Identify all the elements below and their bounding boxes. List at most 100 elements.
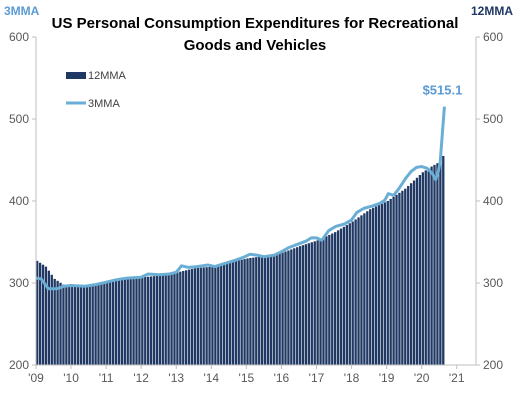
left-tick-label: 200 bbox=[9, 358, 29, 372]
series-12mma-bars bbox=[36, 155, 445, 365]
bar-12mma bbox=[439, 161, 442, 365]
bar-12mma bbox=[167, 273, 170, 365]
bar-12mma bbox=[214, 265, 217, 365]
bar-12mma bbox=[141, 277, 144, 365]
left-tick-label: 500 bbox=[9, 112, 29, 126]
bar-12mma bbox=[228, 262, 232, 365]
bar-12mma bbox=[202, 267, 205, 365]
bar-12mma bbox=[357, 217, 360, 365]
bar-12mma bbox=[117, 280, 121, 365]
bar-12mma bbox=[430, 166, 433, 365]
bar-12mma bbox=[176, 272, 179, 365]
bar-12mma bbox=[111, 281, 115, 365]
bar-12mma bbox=[363, 213, 366, 365]
bar-12mma bbox=[334, 232, 337, 365]
bar-12mma bbox=[41, 264, 45, 365]
bar-12mma bbox=[345, 225, 349, 365]
bar-12mma bbox=[296, 247, 299, 365]
bar-12mma bbox=[161, 275, 164, 365]
bar-12mma bbox=[412, 180, 416, 365]
bar-12mma bbox=[79, 285, 83, 365]
bar-12mma bbox=[336, 230, 340, 365]
bar-12mma bbox=[389, 198, 392, 365]
legend-label-3mma: 3MMA bbox=[88, 98, 120, 110]
bar-12mma bbox=[135, 277, 138, 365]
bar-12mma bbox=[155, 275, 159, 365]
bar-12mma bbox=[404, 188, 407, 365]
x-tick-label: '11 bbox=[99, 371, 114, 385]
bar-12mma bbox=[114, 280, 118, 365]
x-tick-label: '18 bbox=[344, 371, 360, 385]
bar-12mma bbox=[386, 201, 389, 365]
bar-12mma bbox=[331, 233, 334, 365]
bar-12mma bbox=[82, 285, 86, 365]
bar-12mma bbox=[129, 278, 132, 365]
bar-12mma bbox=[173, 272, 176, 365]
bar-12mma bbox=[342, 226, 346, 365]
bar-12mma bbox=[243, 259, 246, 365]
bar-12mma bbox=[415, 177, 419, 365]
bar-12mma bbox=[377, 205, 381, 365]
bar-12mma bbox=[266, 255, 270, 365]
bar-12mma bbox=[85, 285, 88, 365]
x-tick-label: '13 bbox=[168, 371, 184, 385]
bar-12mma bbox=[290, 249, 293, 365]
bar-12mma bbox=[436, 163, 439, 365]
right-tick-label: 600 bbox=[483, 30, 503, 44]
bar-12mma bbox=[187, 269, 191, 365]
bar-12mma bbox=[304, 244, 308, 365]
bar-12mma bbox=[249, 257, 252, 365]
x-tick-label: '10 bbox=[63, 371, 79, 385]
bar-12mma bbox=[149, 276, 153, 365]
bar-12mma bbox=[94, 284, 97, 365]
x-tick-label: '14 bbox=[203, 371, 219, 385]
bar-12mma bbox=[237, 260, 240, 365]
bar-12mma bbox=[208, 266, 211, 365]
bar-12mma bbox=[234, 261, 237, 365]
bar-12mma bbox=[298, 246, 302, 365]
x-tick-label: '16 bbox=[274, 371, 290, 385]
bar-12mma bbox=[185, 270, 188, 365]
bar-12mma bbox=[354, 219, 357, 365]
bar-12mma bbox=[164, 274, 167, 365]
bar-12mma bbox=[97, 284, 100, 365]
bar-12mma bbox=[109, 282, 112, 365]
bar-12mma bbox=[325, 236, 328, 365]
bar-12mma bbox=[392, 196, 395, 365]
bar-12mma bbox=[409, 183, 413, 365]
x-tick-label: '09 bbox=[28, 371, 44, 385]
bar-12mma bbox=[50, 274, 53, 365]
series-3mma-line bbox=[35, 106, 446, 291]
bar-12mma bbox=[293, 248, 296, 365]
x-tick-label: '15 bbox=[239, 371, 255, 385]
bar-12mma bbox=[68, 285, 71, 365]
bar-12mma bbox=[100, 283, 103, 365]
bar-12mma bbox=[424, 170, 427, 365]
bar-12mma bbox=[339, 228, 343, 365]
bar-12mma bbox=[369, 209, 372, 365]
left-tick-label: 400 bbox=[9, 194, 29, 208]
bar-12mma bbox=[284, 251, 287, 365]
x-tick-label: '12 bbox=[133, 371, 149, 385]
bar-12mma bbox=[260, 256, 264, 365]
bar-12mma bbox=[427, 168, 430, 365]
x-tick-label: '21 bbox=[449, 371, 465, 385]
bar-12mma bbox=[144, 276, 147, 365]
bar-12mma bbox=[158, 275, 162, 365]
bar-12mma bbox=[383, 202, 386, 365]
bar-12mma bbox=[205, 267, 208, 365]
bar-12mma bbox=[366, 211, 369, 365]
bar-12mma bbox=[328, 234, 331, 365]
bar-12mma bbox=[307, 243, 311, 365]
legend-label-12mma: 12MMA bbox=[88, 70, 127, 82]
bar-12mma bbox=[240, 259, 243, 365]
bar-12mma bbox=[401, 190, 404, 365]
right-tick-label: 200 bbox=[483, 358, 503, 372]
bar-12mma bbox=[322, 237, 325, 365]
bar-12mma bbox=[418, 175, 422, 365]
latest-value-annotation: $515.1 bbox=[423, 83, 463, 98]
bar-12mma bbox=[442, 155, 445, 365]
bar-12mma bbox=[103, 283, 106, 365]
bar-12mma bbox=[44, 266, 48, 365]
